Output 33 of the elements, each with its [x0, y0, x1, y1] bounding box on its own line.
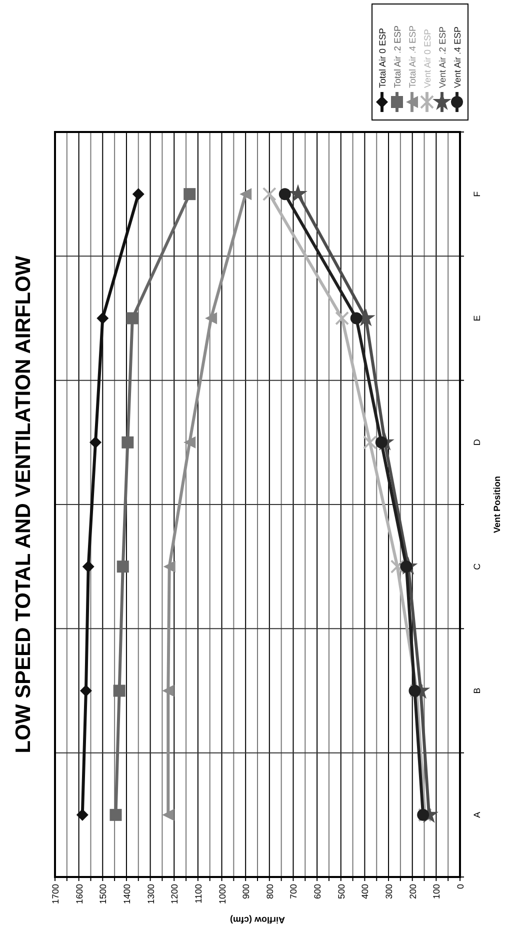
x-tick-label: 100	[432, 884, 442, 900]
x-tick-label: 1600	[74, 884, 84, 904]
text: LOW SPEED TOTAL AND VENTILATION AIRFLOW	[12, 256, 35, 754]
x-tick-label: 1200	[170, 884, 180, 904]
x-tick-label: 1700	[50, 884, 60, 904]
x-tick-label: 1500	[98, 884, 108, 904]
x-tick-label: 300	[384, 884, 394, 900]
x-tick-label: 1300	[146, 884, 156, 904]
x-tick-label: 600	[312, 884, 323, 900]
y-tick-label: F	[472, 190, 482, 197]
x-tick-label: 400	[360, 884, 370, 900]
y-axis-title: Vent Position	[492, 476, 502, 534]
y-tick-label: A	[472, 812, 482, 818]
x-tick-label: 900	[241, 884, 252, 900]
text: Total Air 0 ESP	[378, 28, 388, 88]
x-tick-label: 500	[336, 884, 346, 900]
x-tick-label: 0	[456, 884, 466, 890]
y-tick-label: C	[472, 562, 482, 570]
x-tick-label: 800	[264, 884, 275, 900]
x-tick-label: 1000	[217, 884, 228, 904]
x-tick-label: 1400	[122, 884, 132, 904]
x-tick-label: 200	[408, 884, 418, 900]
text: Total Air .4 ESP	[408, 25, 418, 88]
text: Vent Air 0 ESP	[422, 28, 432, 88]
y-tick-label: E	[472, 315, 482, 322]
x-tick-label: 700	[288, 884, 299, 900]
x-tick-label: 1100	[193, 884, 204, 904]
y-tick-label: D	[472, 438, 482, 446]
text: Vent Air .4 ESP	[452, 26, 462, 88]
x-axis-title: Airflow (cfm)	[230, 915, 285, 925]
text: Total Air .2 ESP	[392, 25, 402, 88]
text: Vent Air .2 ESP	[438, 26, 448, 88]
y-tick-label: B	[472, 688, 482, 694]
